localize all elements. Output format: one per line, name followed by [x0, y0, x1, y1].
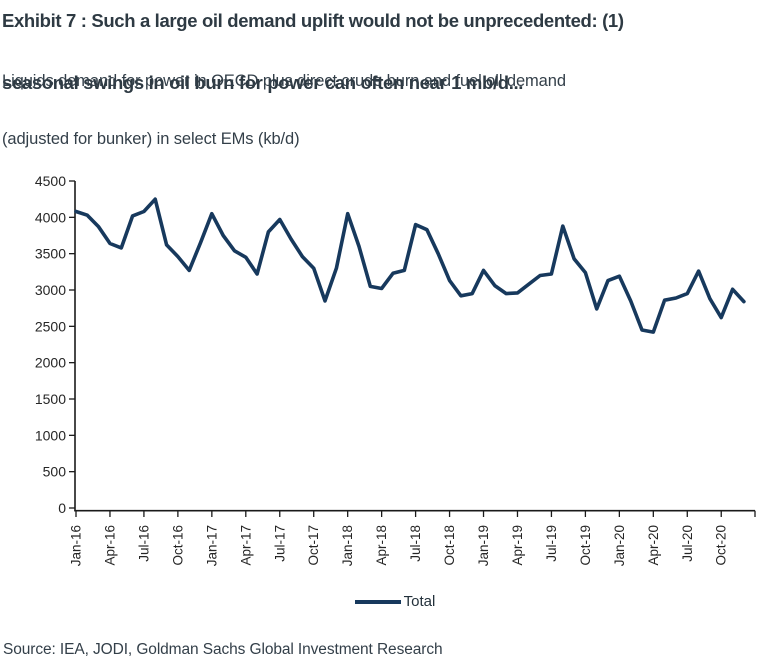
- x-tick-label: Jul-19: [544, 525, 559, 562]
- exhibit-title-line1: Exhibit 7 : Such a large oil demand upli…: [2, 10, 624, 31]
- exhibit-title: Exhibit 7 : Such a large oil demand upli…: [2, 5, 754, 98]
- y-tick-label: 2000: [35, 355, 66, 371]
- x-tick-label: Oct-17: [306, 525, 321, 566]
- exhibit-subtitle: Liquids demand for power in OECD plus di…: [2, 67, 754, 154]
- x-tick-label: Jan-19: [476, 525, 491, 566]
- x-tick-label: Apr-16: [102, 525, 117, 566]
- legend-line-swatch: [354, 599, 401, 604]
- x-tick-label: Oct-19: [578, 525, 593, 566]
- source-attribution: Source: IEA, JODI, Goldman Sachs Global …: [3, 641, 443, 658]
- x-tick-label: Oct-16: [170, 525, 185, 566]
- exhibit-subtitle-line2: (adjusted for bunker) in select EMs (kb/…: [2, 130, 300, 148]
- y-tick-label: 500: [43, 464, 67, 480]
- y-tick-label: 4500: [35, 173, 66, 189]
- x-tick-label: Jul-20: [680, 525, 695, 562]
- x-tick-label: Jan-17: [204, 525, 219, 566]
- exhibit-title-line2: seasonal swings in oil burn for power ca…: [2, 72, 524, 93]
- y-tick-label: 3000: [35, 282, 66, 298]
- x-tick-label: Apr-19: [510, 525, 525, 566]
- x-tick-label: Jan-16: [69, 525, 84, 566]
- line-chart: 0 500 1000 1500 2000 2500 3000 3500 4000 4500 Jan-…: [35, 173, 756, 566]
- x-tick-label: Jul-17: [272, 525, 287, 562]
- x-tick-label: Jan-20: [612, 525, 627, 566]
- y-tick-label: 2500: [35, 318, 66, 334]
- x-tick-label: Jan-18: [340, 525, 355, 566]
- exhibit-subtitle-line1: Liquids demand for power in OECD plus di…: [2, 72, 566, 90]
- y-tick-label: 1500: [35, 391, 66, 407]
- y-tick-label: 4000: [35, 209, 66, 225]
- x-tick-label: Oct-18: [442, 525, 457, 566]
- x-tick-label: Oct-20: [714, 525, 729, 566]
- y-tick-label: 0: [58, 500, 66, 516]
- x-tick-label: Jul-18: [408, 525, 423, 562]
- x-tick-label: Apr-20: [646, 525, 661, 566]
- y-tick-label: 1000: [35, 427, 66, 443]
- y-tick-label: 3500: [35, 246, 66, 262]
- total-series-line: [74, 197, 746, 334]
- x-tick-label: Apr-18: [374, 525, 389, 566]
- x-tick-label: Apr-17: [238, 525, 253, 566]
- legend-label: Total: [403, 593, 436, 610]
- x-tick-label: Jul-16: [136, 525, 151, 562]
- chart-legend: Total: [16, 593, 758, 610]
